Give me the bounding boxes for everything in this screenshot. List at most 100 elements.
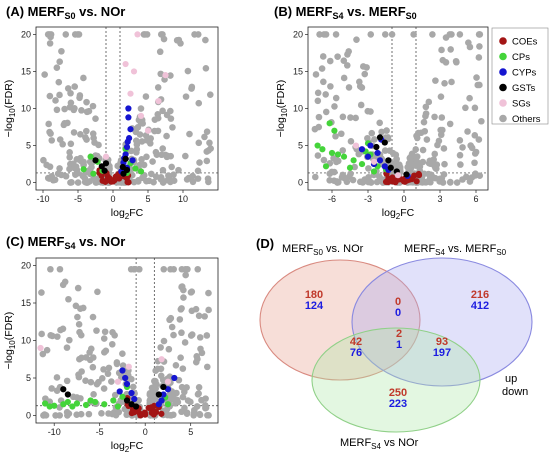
point-others bbox=[316, 31, 323, 38]
point-gsts bbox=[387, 164, 394, 171]
point-others bbox=[357, 101, 365, 109]
point-others bbox=[104, 370, 112, 378]
point-others bbox=[206, 91, 214, 98]
point-others bbox=[365, 178, 372, 186]
point-others bbox=[198, 349, 206, 357]
point-others bbox=[198, 396, 205, 404]
y-tick-label: 5 bbox=[26, 141, 31, 151]
point-cps bbox=[314, 142, 321, 149]
point-cps bbox=[42, 400, 49, 407]
point-others bbox=[194, 265, 202, 273]
point-others bbox=[73, 169, 81, 177]
point-cyps bbox=[376, 157, 384, 164]
point-others bbox=[143, 31, 151, 38]
point-others bbox=[163, 132, 170, 140]
point-others bbox=[56, 165, 63, 172]
point-others bbox=[47, 332, 54, 339]
point-others bbox=[364, 134, 371, 142]
point-others bbox=[476, 31, 484, 38]
point-others bbox=[194, 167, 202, 175]
point-others bbox=[312, 71, 320, 78]
point-others bbox=[111, 332, 118, 339]
venn-count-up: 42 bbox=[350, 336, 362, 348]
point-others bbox=[434, 141, 441, 149]
y-tick-label: 0 bbox=[298, 178, 303, 188]
y-tick-label: 20 bbox=[21, 29, 31, 39]
point-others bbox=[54, 333, 61, 340]
point-others bbox=[53, 106, 61, 114]
point-others bbox=[95, 141, 102, 149]
point-others bbox=[123, 411, 130, 419]
x-tick-label: 6 bbox=[473, 194, 478, 204]
point-sgs bbox=[122, 60, 129, 68]
point-others bbox=[178, 265, 186, 273]
point-others bbox=[368, 129, 376, 137]
point-others bbox=[53, 64, 61, 72]
point-others bbox=[182, 271, 189, 279]
point-others bbox=[157, 344, 164, 351]
legend-marker-cyps bbox=[499, 68, 507, 76]
point-others bbox=[41, 71, 48, 78]
point-others bbox=[56, 91, 63, 99]
point-others bbox=[135, 265, 143, 273]
point-others bbox=[93, 327, 100, 334]
point-others bbox=[92, 115, 99, 122]
point-coes bbox=[413, 178, 420, 185]
point-others bbox=[339, 113, 347, 121]
point-others bbox=[364, 107, 372, 115]
point-gsts bbox=[123, 397, 131, 404]
venn-count-down: 412 bbox=[471, 300, 489, 312]
point-cyps bbox=[127, 126, 134, 133]
point-others bbox=[74, 313, 81, 321]
point-sgs bbox=[130, 68, 138, 75]
point-others bbox=[448, 78, 455, 86]
point-others bbox=[46, 92, 54, 100]
point-others bbox=[195, 139, 203, 147]
point-cps bbox=[73, 400, 81, 407]
point-others bbox=[83, 127, 90, 135]
point-others bbox=[471, 159, 478, 167]
point-others bbox=[180, 294, 187, 301]
point-others bbox=[456, 137, 464, 144]
point-cyps bbox=[131, 395, 138, 403]
point-others bbox=[456, 151, 464, 159]
point-others bbox=[89, 354, 97, 361]
point-coes bbox=[151, 408, 158, 415]
point-others bbox=[191, 31, 198, 38]
point-others bbox=[473, 74, 480, 81]
point-others bbox=[152, 148, 160, 156]
point-others bbox=[178, 305, 185, 312]
point-others bbox=[176, 316, 184, 323]
point-cps bbox=[340, 153, 348, 160]
point-others bbox=[178, 408, 185, 416]
venn-count-down: 76 bbox=[350, 347, 362, 359]
point-others bbox=[441, 160, 448, 168]
point-others bbox=[422, 103, 430, 111]
point-others bbox=[64, 412, 71, 419]
venn-set-label: MERFS4 vs. MERFS0 bbox=[404, 243, 507, 257]
point-others bbox=[39, 350, 47, 358]
point-others bbox=[457, 161, 464, 168]
point-others bbox=[178, 329, 185, 337]
point-cyps bbox=[129, 157, 136, 164]
point-others bbox=[76, 94, 83, 102]
point-others bbox=[195, 312, 203, 320]
point-others bbox=[438, 46, 445, 54]
point-others bbox=[158, 176, 166, 184]
point-others bbox=[167, 72, 174, 79]
point-others bbox=[76, 328, 83, 336]
point-others bbox=[413, 158, 421, 166]
point-cyps bbox=[119, 367, 126, 374]
point-others bbox=[204, 175, 212, 183]
point-gsts bbox=[403, 171, 410, 178]
point-others bbox=[170, 391, 178, 399]
point-others bbox=[108, 340, 116, 348]
point-others bbox=[165, 345, 173, 353]
point-others bbox=[157, 365, 165, 373]
point-cps bbox=[370, 168, 378, 175]
point-cyps bbox=[123, 143, 131, 151]
point-others bbox=[149, 158, 156, 165]
point-cyps bbox=[128, 389, 135, 397]
legend-label: Others bbox=[512, 114, 541, 125]
point-sgs bbox=[114, 378, 121, 385]
